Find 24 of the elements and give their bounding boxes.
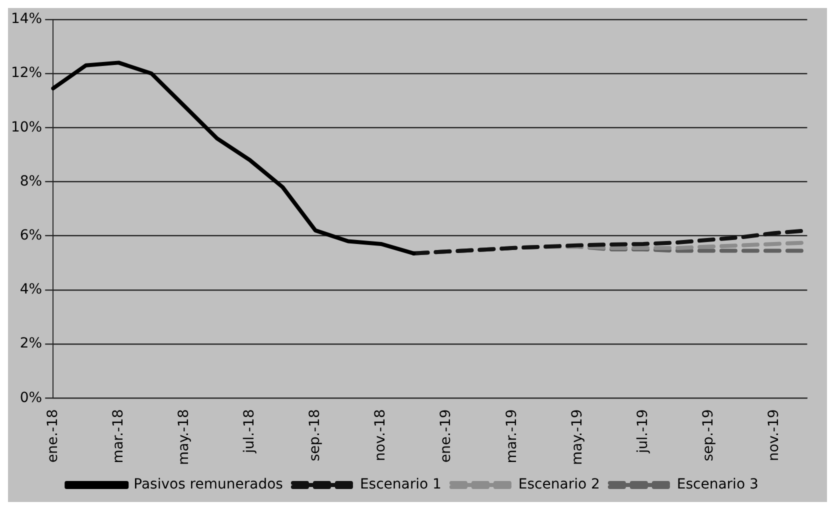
y-tick-label: 2% [20,336,42,352]
x-tick-label: may.-18 [176,409,192,466]
x-tick-label: may.-19 [569,409,586,466]
x-tick-label: sep.-18 [307,409,324,462]
y-tick-label: 12% [10,65,42,82]
y-tick-label: 14% [10,11,42,28]
x-tick-label: mar.-18 [110,409,126,464]
x-tick-label: jul.-19 [634,409,651,454]
legend-label: Escenario 1 [360,476,442,493]
x-tick-label: jul.-18 [241,409,258,454]
legend-label: Escenario 3 [676,476,758,493]
x-tick-label: mar.-19 [504,409,520,464]
y-tick-label: 6% [20,227,42,244]
x-tick-label: nov.-18 [372,409,389,462]
x-tick-label: sep.-19 [700,409,716,462]
y-tick-label: 4% [20,282,42,298]
legend-label: Escenario 2 [518,476,600,493]
x-tick-label: nov.-19 [766,409,782,462]
y-tick-label: 10% [10,119,42,136]
legend-label: Pasivos remunerados [134,476,283,493]
y-tick-label: 0% [20,390,42,406]
x-tick-label: ene.-18 [44,409,61,463]
x-tick-label: ene.-19 [438,409,454,463]
y-tick-label: 8% [20,173,42,190]
